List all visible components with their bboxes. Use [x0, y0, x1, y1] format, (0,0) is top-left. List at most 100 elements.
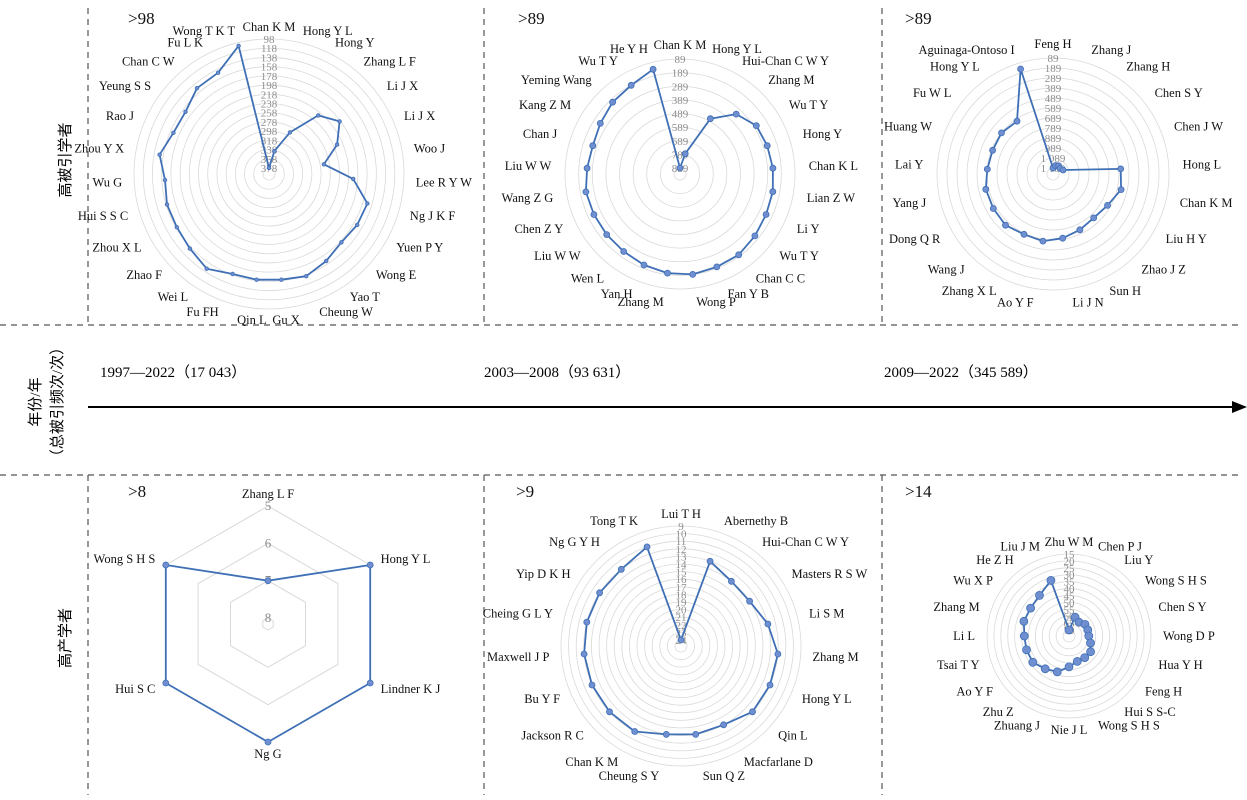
data-point: [1052, 667, 1062, 677]
category-label: Liu H Y: [1166, 232, 1207, 246]
tick-label: 55: [1064, 604, 1076, 616]
data-point: [1076, 226, 1084, 234]
category-label: Fan Y B: [728, 287, 769, 301]
data-point: [713, 263, 721, 271]
grid-ring: [636, 601, 726, 691]
data-point: [316, 113, 321, 118]
tick-label: 40: [1064, 584, 1076, 596]
tick-label: 189: [672, 68, 689, 80]
grid-ring: [564, 58, 796, 290]
data-point: [162, 177, 168, 183]
panel-dividers: [0, 8, 1240, 795]
row-labels: 高被引学者 年份/年 （总被引频次/次） 高产学者: [27, 122, 74, 668]
category-label: Zhang M: [813, 650, 859, 664]
period-label-1: 1997—2022（17 043）: [100, 364, 246, 381]
category-label: Hong L: [1183, 157, 1222, 171]
tick-label: 289: [672, 81, 689, 93]
data-point: [681, 150, 689, 158]
category-label: Chan K M: [243, 20, 296, 34]
tick-label: 218: [261, 89, 278, 101]
category-label: Chan K M: [1180, 196, 1233, 210]
data-point: [287, 130, 293, 135]
grid-ring: [216, 121, 322, 227]
category-label: Masters R S W: [792, 567, 868, 581]
data-point: [1080, 653, 1090, 662]
threshold-label: >98: [128, 9, 155, 28]
grid-ring: [244, 149, 294, 199]
category-label: Ng J K F: [410, 209, 456, 223]
category-label: Feng H: [1034, 37, 1071, 51]
data-point: [606, 708, 613, 716]
data-point: [640, 261, 648, 269]
grid-ring: [575, 540, 787, 752]
tick-label: 118: [261, 43, 278, 55]
tick-label: 589: [1045, 103, 1062, 115]
category-label: Liu Y: [1124, 553, 1153, 567]
grid-ring: [152, 57, 386, 291]
data-point: [583, 164, 591, 172]
data-point: [676, 164, 684, 172]
tick-label: 19: [676, 597, 688, 609]
data-point: [1019, 616, 1029, 626]
tick-label: 35: [1064, 577, 1076, 589]
data-point: [366, 561, 374, 569]
data-point: [1026, 603, 1035, 613]
grid-ring: [1000, 567, 1138, 705]
grid-ring: [956, 77, 1150, 271]
period-label-3: 2009—2022（345 589）: [884, 364, 1038, 381]
grid-ring: [605, 99, 755, 249]
category-label: Abernethy B: [724, 514, 788, 528]
data-point: [774, 650, 782, 658]
grid-ring: [946, 67, 1160, 281]
grid-ring: [629, 594, 734, 699]
category-label: Hui S C: [115, 682, 155, 696]
tick-label: 16: [676, 574, 688, 586]
category-label: Lian Z W: [807, 191, 856, 205]
category-label: Li J N: [1072, 296, 1103, 310]
tick-label: 589: [672, 122, 689, 134]
data-point: [989, 205, 997, 212]
grid-ring: [161, 66, 377, 282]
grid-ring: [179, 84, 359, 264]
data-point: [171, 130, 176, 135]
tick-label: 20: [1064, 556, 1076, 568]
data-point: [1039, 237, 1047, 245]
data-point: [157, 152, 162, 157]
data-point: [366, 679, 374, 687]
grid-ring: [170, 75, 368, 273]
data-point: [769, 164, 777, 172]
category-label: Yan H: [601, 287, 633, 301]
radar-chart-1: 9811813815817819821823825827829831833835…: [74, 9, 472, 327]
tick-label: 11: [676, 536, 687, 548]
category-label: Wong D P: [1163, 629, 1215, 643]
data-point: [580, 650, 588, 658]
tick-label: 8: [265, 610, 272, 625]
tick-label: 45: [1064, 591, 1076, 603]
category-label: Tsai T Y: [937, 658, 980, 672]
category-label: Hong Y: [803, 127, 842, 141]
tick-label: 65: [1064, 618, 1076, 630]
category-label: Wang J: [928, 262, 965, 276]
category-label: Chen S Y: [1158, 600, 1206, 614]
data-point: [746, 597, 753, 605]
category-label: Chen Z Y: [514, 222, 563, 236]
data-point: [989, 146, 996, 154]
category-label: Hong Y L: [712, 42, 762, 56]
data-point: [720, 721, 727, 729]
category-label: Nie J L: [1051, 723, 1088, 737]
category-label: Cheung S Y: [599, 769, 660, 783]
category-label: Wu G: [92, 176, 122, 190]
grid-ring: [142, 47, 396, 301]
period-labels: 1997—2022（17 043） 2003—2008（93 631） 2009…: [100, 364, 1038, 381]
data-point: [631, 728, 639, 735]
tick-label: 889: [1045, 133, 1062, 145]
category-label: Wu T Y: [779, 249, 819, 263]
category-label: Zhang H: [1126, 60, 1170, 74]
category-label: Zhu Z: [983, 705, 1014, 719]
data-point: [1059, 166, 1067, 174]
tick-label: 489: [1045, 93, 1062, 105]
series-line: [158, 44, 369, 281]
category-label: He Z H: [976, 553, 1014, 567]
category-label: Li L: [953, 629, 975, 643]
category-label: Zhao J Z: [1141, 262, 1185, 276]
